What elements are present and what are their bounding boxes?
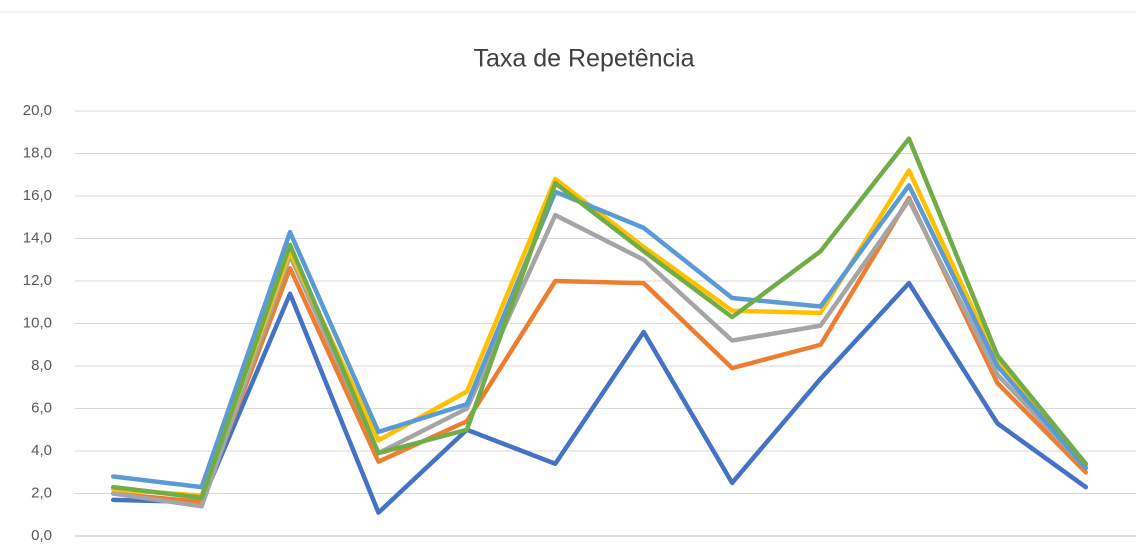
chart-title: Taxa de Repetência bbox=[474, 45, 695, 73]
y-tick-label: 8,0 bbox=[31, 357, 52, 374]
y-tick-label: 18,0 bbox=[23, 144, 52, 161]
series-line bbox=[110, 280, 1089, 515]
y-tick-label: 2,0 bbox=[31, 484, 52, 501]
y-tick-label: 10,0 bbox=[23, 314, 52, 331]
series-line bbox=[110, 136, 1089, 500]
series-line bbox=[110, 183, 1089, 490]
y-tick-label: 12,0 bbox=[23, 272, 52, 289]
y-tick-label: 14,0 bbox=[23, 229, 52, 246]
y-tick-label: 6,0 bbox=[31, 399, 52, 416]
y-tick-label: 0,0 bbox=[31, 527, 52, 544]
y-tick-label: 16,0 bbox=[23, 187, 52, 204]
y-tick-label: 20,0 bbox=[23, 102, 52, 119]
y-tick-label: 4,0 bbox=[31, 442, 52, 459]
